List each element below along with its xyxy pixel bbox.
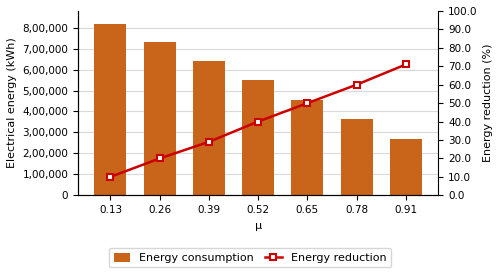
- Bar: [94, 23, 126, 195]
- Bar: [242, 80, 274, 195]
- Bar: [292, 100, 324, 195]
- Legend: Energy consumption, Energy reduction: Energy consumption, Energy reduction: [110, 248, 390, 268]
- Y-axis label: Energy reduction (%): Energy reduction (%): [483, 44, 493, 162]
- Y-axis label: Electrical energy (kWh): Electrical energy (kWh): [7, 38, 17, 168]
- Bar: [390, 139, 422, 195]
- Bar: [340, 119, 372, 195]
- X-axis label: μ: μ: [254, 221, 262, 231]
- Bar: [193, 61, 225, 195]
- Bar: [144, 42, 176, 195]
